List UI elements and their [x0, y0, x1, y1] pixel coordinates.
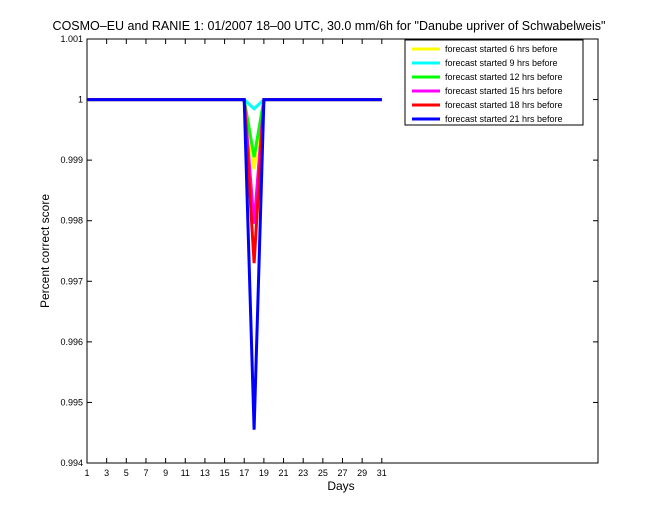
legend-label: forecast started 18 hrs before	[445, 100, 563, 110]
y-tick-label: 0.999	[60, 155, 83, 165]
x-tick-label: 3	[104, 468, 109, 478]
legend-box	[404, 39, 584, 126]
series-line-6	[87, 98, 382, 430]
x-tick-label: 19	[259, 468, 269, 478]
y-tick-label: 0.998	[60, 216, 83, 226]
chart-title: COSMO–EU and RANIE 1: 01/2007 18–00 UTC,…	[53, 19, 606, 33]
legend-label: forecast started 21 hrs before	[445, 114, 563, 124]
x-tick-label: 29	[357, 468, 367, 478]
x-tick-label: 9	[163, 468, 168, 478]
legend-label: forecast started 15 hrs before	[445, 86, 563, 96]
x-tick-label: 15	[220, 468, 230, 478]
x-axis-label: Days	[327, 479, 354, 493]
x-axis: 1 3 5 7 9 11 13 15 17 19 21 23 25 27 29 31	[84, 39, 387, 478]
legend: forecast started 6 hrs before forecast st…	[404, 39, 584, 126]
x-tick-label: 17	[239, 468, 249, 478]
x-tick-label: 13	[200, 468, 210, 478]
y-tick-label: 0.995	[60, 397, 83, 407]
x-tick-label: 7	[143, 468, 148, 478]
legend-label: forecast started 12 hrs before	[445, 72, 563, 82]
x-tick-label: 21	[279, 468, 289, 478]
legend-label: forecast started 9 hrs before	[445, 58, 558, 68]
x-tick-label: 11	[181, 468, 190, 478]
y-axis-label: Percent correct score	[38, 194, 52, 308]
y-tick-label: 1.001	[60, 34, 83, 44]
series-lines	[87, 98, 382, 430]
x-tick-label: 5	[124, 468, 129, 478]
x-tick-label: 27	[337, 468, 347, 478]
x-tick-label: 1	[84, 468, 89, 478]
legend-label: forecast started 6 hrs before	[445, 44, 558, 54]
y-tick-label: 0.994	[60, 458, 83, 468]
x-tick-label: 25	[318, 468, 328, 478]
y-tick-label: 0.997	[60, 276, 83, 286]
y-tick-label: 0.996	[60, 337, 83, 347]
x-tick-label: 31	[377, 468, 387, 478]
y-tick-label: 1	[78, 95, 83, 105]
x-tick-label: 23	[298, 468, 308, 478]
y-axis: 0.994 0.995 0.996 0.997 0.998 0.999 1 1.001	[60, 34, 598, 468]
